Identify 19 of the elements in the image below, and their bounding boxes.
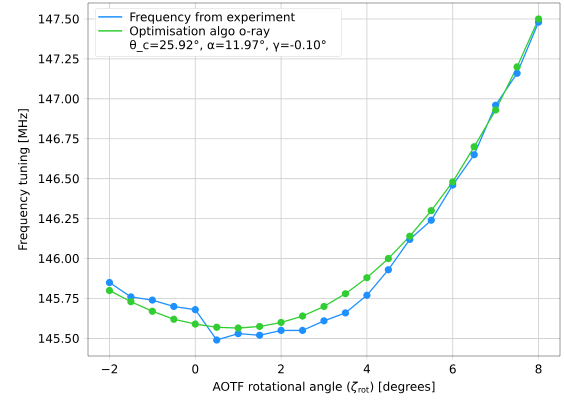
legend-label: Frequency from experiment [130,12,295,24]
y-tick-label: 147.50 [39,14,79,24]
y-tick-label: 146.75 [39,134,79,144]
x-axis-title: AOTF rotational angle (ζ$_{rot}$) [degrees] [212,382,434,394]
y-tick-label: 145.75 [39,294,79,303]
x-tick-label: −2 [102,364,118,374]
x-tick-label: 8 [536,364,542,374]
y-tick-label: 146.00 [39,254,79,264]
y-tick-label: 147.00 [39,94,79,104]
x-tick-label: 0 [192,364,198,374]
y-axis-title: Frequency tuning [MHz] [18,109,30,250]
y-tick-label: 147.25 [39,54,79,64]
y-tick-label: 146.50 [39,174,79,184]
x-tick-label: 4 [364,364,370,374]
legend-label: Optimisation algo o-ray θ_c=25.92°, α=11.97°, γ=-0.10° [130,26,326,52]
x-tick-label: 6 [450,364,456,374]
y-tick-label: 146.25 [39,214,79,224]
y-tick-label: 145.50 [39,334,79,343]
x-tick-label: 2 [278,364,284,374]
